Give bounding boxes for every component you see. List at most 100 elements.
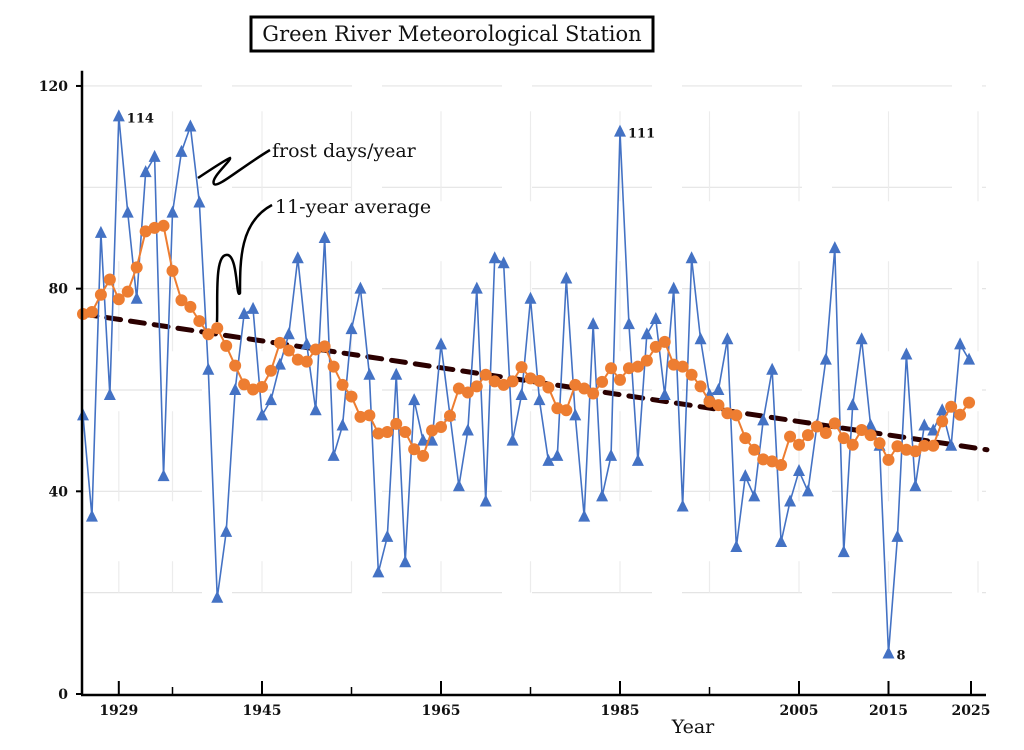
average-point [784,430,797,443]
average-point [166,264,179,277]
average-callout-label: 11-year average [275,196,431,218]
average-point [220,339,233,352]
frost-days-point [658,388,671,401]
frost-days-point [578,509,591,522]
average-point [801,429,814,442]
frost-days-point [936,403,949,416]
average-point [542,381,555,394]
average-point [667,358,680,371]
frost-callout-connector [197,148,271,186]
frost-days-point [497,256,510,269]
average-point [927,439,940,452]
average-point [229,359,242,372]
annotations: 114 111 8 [127,111,906,663]
average-point [945,400,958,413]
frost-days-point [273,357,286,370]
average-point [238,378,251,391]
average-point [730,409,743,422]
frost-days-point [739,469,752,482]
average-point [721,407,734,420]
frost-days-point [694,332,707,345]
x-tick-label: 1945 [243,703,282,719]
average-point [775,458,788,471]
y-tick-label: 40 [49,484,69,500]
x-tick-label: 1929 [99,703,138,719]
average-point [121,285,134,298]
x-tick-label: 2025 [952,703,991,719]
average-point [399,426,412,439]
frost-days-point [614,124,626,137]
average-point [837,432,850,445]
grid-lines [82,85,986,594]
average-point [739,432,752,445]
frost-days-point [667,281,680,294]
frost-days-point [399,555,412,568]
average-series [77,219,976,471]
frost-days-point [112,109,125,122]
average-point [855,424,868,437]
frost-callout-label: frost days/year [272,140,417,162]
average-point [748,443,761,456]
frost-days-point [175,144,188,157]
average-point [506,375,519,388]
y-tick-label: 120 [39,79,68,95]
frost-days-point [801,484,814,497]
average-point [828,417,841,430]
x-tick-label: 1985 [601,703,640,719]
frost-days-point [193,195,206,208]
frost-days-point [864,418,877,431]
frost-days-point [891,529,904,542]
frost-days-point [470,281,483,294]
frost-days-point [103,388,116,401]
frost-days-point [345,322,358,335]
average-point [560,404,573,417]
average-point [112,293,125,306]
frost-days-point [121,205,134,218]
frost-days-point [900,347,913,360]
frost-days-point [363,367,376,380]
average-point [461,386,474,399]
average-point [336,378,349,391]
average-point [533,374,546,387]
frost-days-point [855,332,868,345]
frost-days-point [408,393,421,406]
average-point [515,361,528,374]
frost-days-point [560,271,573,284]
frost-days-point [631,453,644,466]
frost-days-point [479,494,492,507]
frost-days-point [157,469,170,482]
frost-days-point [229,382,242,395]
average-point [900,443,913,456]
frost-days-point [264,393,277,406]
average-point [810,420,823,433]
average-point [909,445,922,458]
average-callout-connector [215,203,273,323]
frost-days-point [846,398,859,411]
frost-days-point [282,327,295,340]
average-point [435,420,447,433]
frost-days-point [452,479,465,492]
frost-days-point [721,332,734,345]
average-point [470,380,483,393]
average-point [443,409,456,422]
frost-days-point [927,423,940,436]
frost-days-point [166,205,179,218]
frost-days-point [318,230,331,243]
data-label: 111 [628,127,655,142]
frost-days-point [94,225,107,238]
frost-days-point [336,418,349,431]
frost-days-point [515,388,528,401]
frost-days-point [828,241,841,254]
average-point [417,449,430,462]
average-point [264,364,277,377]
x-tick-label: 2005 [780,703,819,719]
frost-days-point [390,367,403,380]
frost-days-point [640,327,653,340]
data-label: 114 [127,111,154,126]
frost-days-point [963,352,976,365]
frost-days-line [82,116,970,654]
frost-days-point [533,393,546,406]
frost-days-point [372,565,385,578]
average-point [757,453,770,466]
